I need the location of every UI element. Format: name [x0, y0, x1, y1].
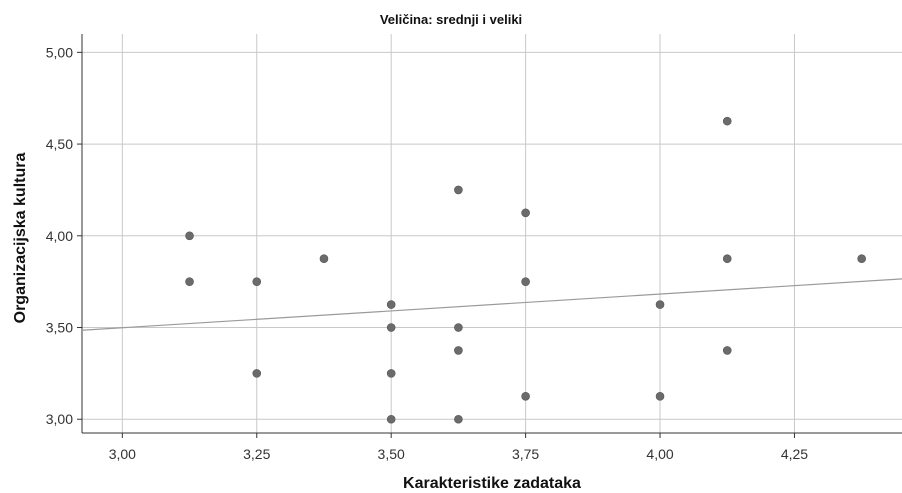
data-point: [252, 369, 262, 378]
y-tick-label: 5,00: [46, 44, 73, 60]
x-tick-label: 3,00: [109, 446, 136, 462]
data-point: [454, 346, 463, 355]
fit-line: [81, 278, 902, 331]
y-axis-label-wrap: Organizacijska kultura: [10, 40, 32, 435]
y-tick-label: 4,00: [46, 228, 73, 244]
x-tick-label: 4,00: [646, 446, 673, 462]
data-point: [454, 414, 463, 424]
data-point: [386, 414, 396, 424]
data-point: [722, 116, 732, 126]
data-point: [454, 323, 463, 332]
data-point: [386, 369, 396, 378]
data-point: [185, 277, 194, 286]
data-point: [722, 346, 732, 355]
x-tick-label: 3,50: [378, 446, 405, 462]
y-axis-label: Organizacijska kultura: [12, 152, 29, 323]
data-point: [319, 254, 329, 264]
data-point: [655, 300, 665, 309]
x-tick-label: 4,25: [781, 446, 808, 462]
data-point: [857, 254, 866, 264]
x-tick-label: 3,75: [512, 446, 539, 462]
x-axis-label: Karakteristike zadataka: [403, 475, 581, 492]
data-point: [722, 254, 732, 264]
data-point: [185, 231, 194, 241]
data-point: [655, 392, 665, 401]
data-point: [386, 323, 396, 332]
data-point: [252, 277, 262, 286]
data-point: [521, 208, 530, 218]
data-point: [386, 300, 396, 309]
data-point: [454, 185, 463, 195]
y-tick-label: 3,50: [46, 320, 73, 336]
chart-title: Veličina: srednji i veliki: [379, 12, 523, 27]
data-point: [521, 392, 530, 401]
x-tick-label: 3,25: [243, 446, 270, 462]
y-tick-label: 4,50: [46, 136, 73, 152]
data-point: [521, 277, 530, 286]
y-tick-label: 3,00: [46, 411, 73, 427]
